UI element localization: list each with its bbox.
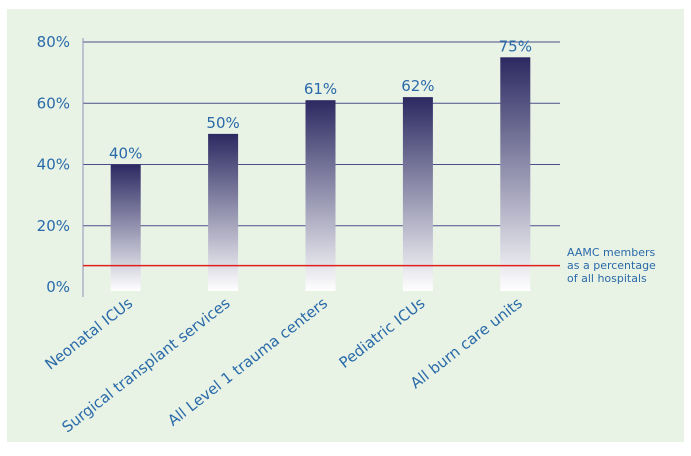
data-label: 40%: [109, 145, 142, 163]
y-tick-label: 0%: [46, 278, 70, 296]
reference-line-label: AAMC members: [567, 246, 655, 259]
bars: [110, 57, 531, 291]
category-label: Neonatal ICUs: [42, 294, 137, 374]
bar-3: [402, 97, 433, 291]
y-tick-label: 60%: [37, 94, 70, 112]
bar-0: [110, 164, 141, 291]
category-label: Surgical transplant services: [58, 294, 233, 436]
data-label: 61%: [304, 80, 337, 98]
y-tick-label: 20%: [37, 217, 70, 235]
y-tick-label: 80%: [37, 33, 70, 51]
data-labels: 40% 50% 61% 62% 75%: [109, 37, 532, 162]
data-label: 62%: [401, 77, 434, 95]
chart-panel: 0% 20% 40% 60% 80% AAMC members as a percenta…: [7, 9, 684, 442]
bar-1: [208, 133, 239, 291]
bar-2: [305, 100, 336, 291]
category-label: All Level 1 trauma centers: [164, 294, 331, 430]
data-label: 50%: [206, 114, 239, 132]
y-axis: 0% 20% 40% 60% 80%: [37, 33, 84, 297]
reference-line-label: of all hospitals: [567, 272, 647, 285]
data-label: 75%: [499, 37, 532, 55]
category-label: Pediatric ICUs: [336, 294, 429, 372]
reference-line-label: as a percentage: [567, 259, 656, 272]
y-tick-label: 40%: [37, 156, 70, 174]
bar-4: [500, 57, 531, 291]
